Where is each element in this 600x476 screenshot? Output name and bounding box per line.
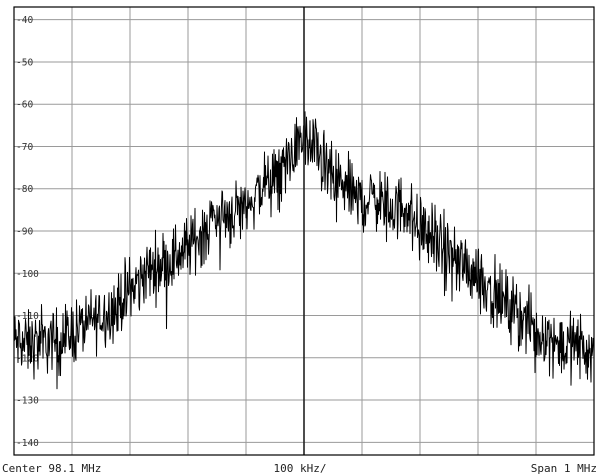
y-tick-label: -90 <box>16 227 33 238</box>
y-tick-label: -130 <box>16 396 39 407</box>
y-tick-label: -140 <box>16 438 39 449</box>
span-label: Span 1 MHz <box>531 462 597 475</box>
scale-label: 100 kHz/ <box>274 462 327 475</box>
y-tick-label: -80 <box>16 184 33 195</box>
plot-frame <box>13 6 595 456</box>
center-label: Center 98.1 MHz <box>2 462 101 475</box>
y-tick-label: -110 <box>16 311 39 322</box>
y-tick-label: -50 <box>16 57 33 68</box>
y-tick-labels: -40-50-60-70-80-90-100-110-120-130-140 <box>16 15 39 449</box>
y-tick-label: -40 <box>16 15 33 26</box>
y-tick-label: -60 <box>16 100 33 111</box>
y-tick-label: -70 <box>16 142 33 153</box>
y-tick-label: -100 <box>16 269 39 280</box>
